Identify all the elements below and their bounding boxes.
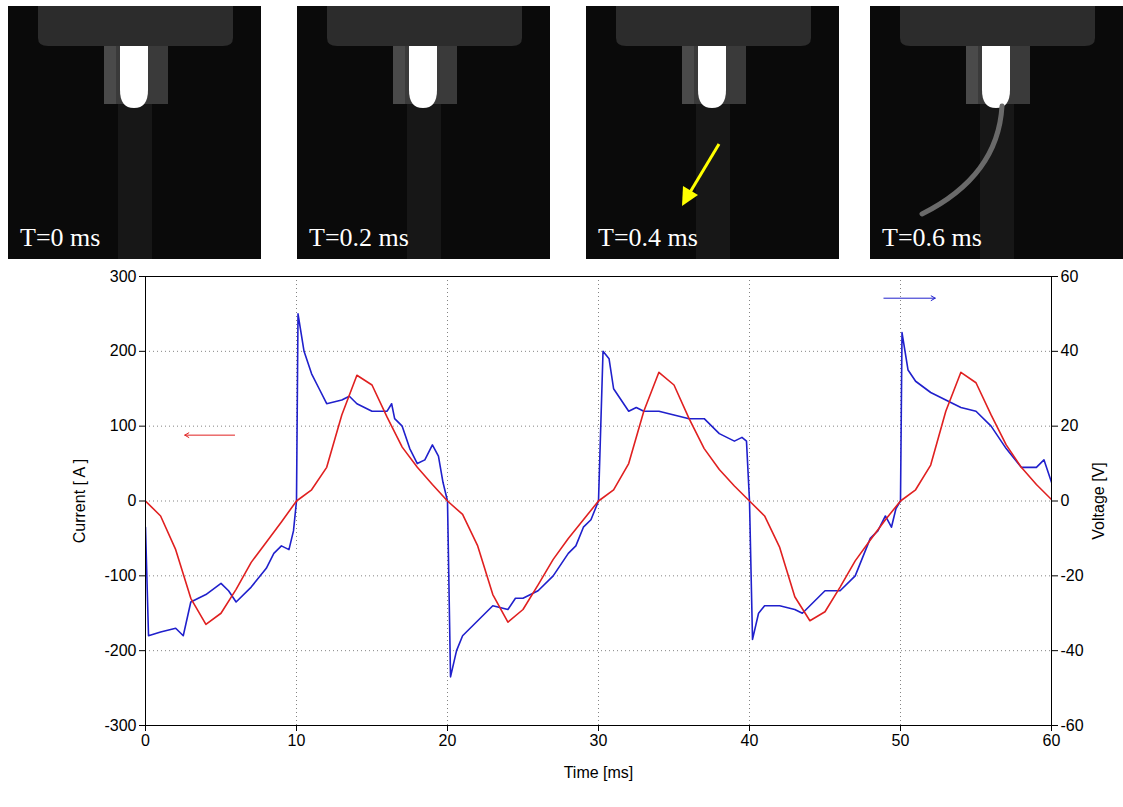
svg-text:-200: -200 — [104, 642, 136, 659]
svg-text:0: 0 — [128, 492, 137, 509]
svg-text:200: 200 — [110, 342, 137, 359]
svg-text:Voltage [V]: Voltage [V] — [1090, 462, 1107, 539]
svg-text:T=0.6 ms: T=0.6 ms — [882, 223, 982, 252]
svg-text:Current [ A ]: Current [ A ] — [71, 459, 88, 543]
svg-text:0: 0 — [141, 732, 150, 749]
svg-text:T=0.2 ms: T=0.2 ms — [309, 223, 409, 252]
svg-text:60: 60 — [1043, 732, 1061, 749]
svg-text:100: 100 — [110, 417, 137, 434]
svg-text:-60: -60 — [1061, 717, 1084, 734]
svg-text:40: 40 — [741, 732, 759, 749]
svg-text:Time [ms]: Time [ms] — [564, 764, 634, 781]
svg-text:60: 60 — [1061, 268, 1079, 285]
svg-text:300: 300 — [110, 268, 137, 285]
svg-text:20: 20 — [439, 732, 457, 749]
svg-text:-40: -40 — [1061, 642, 1084, 659]
svg-text:40: 40 — [1061, 342, 1079, 359]
svg-text:-100: -100 — [104, 567, 136, 584]
svg-text:50: 50 — [892, 732, 910, 749]
svg-text:-20: -20 — [1061, 567, 1084, 584]
svg-text:20: 20 — [1061, 417, 1079, 434]
svg-text:30: 30 — [590, 732, 608, 749]
svg-text:10: 10 — [288, 732, 306, 749]
svg-text:0: 0 — [1061, 492, 1070, 509]
svg-text:T=0 ms: T=0 ms — [20, 223, 100, 252]
svg-text:-300: -300 — [104, 717, 136, 734]
svg-text:T=0.4 ms: T=0.4 ms — [598, 223, 698, 252]
